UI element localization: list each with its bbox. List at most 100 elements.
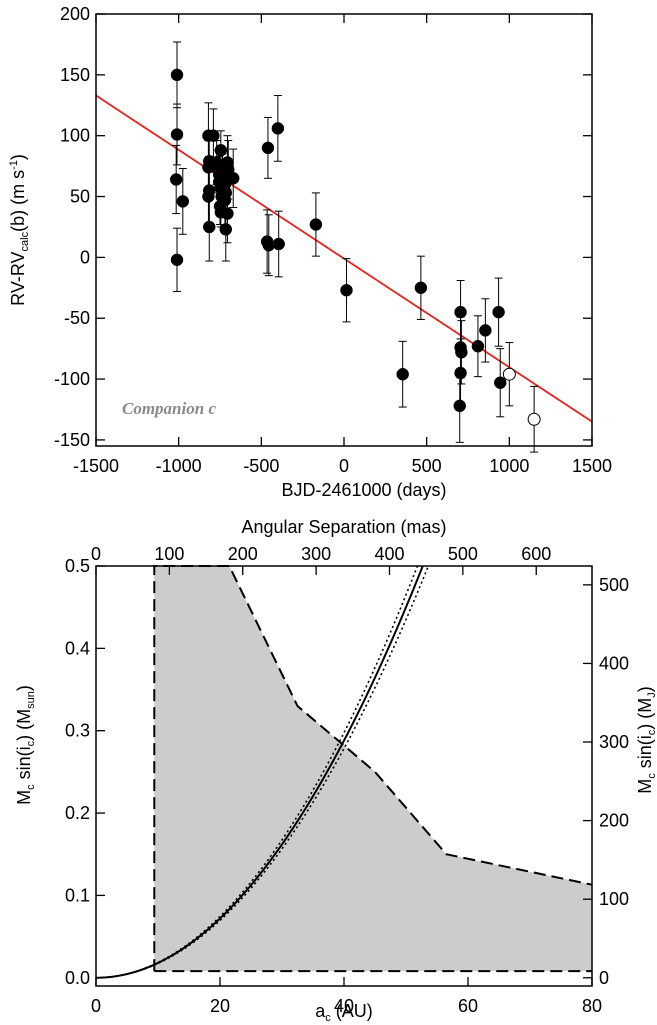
right-tick-label: 300	[599, 732, 629, 752]
data-point	[170, 253, 184, 267]
data-point	[455, 346, 468, 359]
data-point	[479, 324, 492, 337]
ylabel-tail: ) (M	[14, 709, 34, 741]
top-tick-label: 200	[228, 544, 258, 564]
ylabel-sub: calc	[19, 231, 31, 251]
chart-mass-separation: 0 20 40 60 800.00.10.20.30.40.50 100 200 300 400…	[14, 517, 657, 1024]
data-point	[203, 220, 216, 234]
right-tick-label: 0	[599, 968, 609, 988]
y-tick-label: -50	[64, 308, 90, 328]
x-tick-label: 500	[412, 456, 442, 476]
data-point	[202, 190, 215, 203]
y-tick-label: -100	[54, 369, 90, 389]
y-tick-label: 50	[70, 187, 90, 207]
x-tick-label: -1000	[156, 456, 202, 476]
data-point-open	[502, 367, 516, 381]
x-tick-label: 40	[334, 996, 354, 1016]
top-tick-label: 0	[91, 544, 101, 564]
ylabel-sub2: c	[25, 740, 37, 746]
y-tick-label: 100	[60, 126, 90, 146]
excluded-region-shading	[154, 566, 592, 972]
right-tick-label: 200	[599, 811, 629, 831]
chart2-ticks: 0 20 40 60 800.00.10.20.30.40.50 100 200 300 400…	[65, 544, 629, 1016]
chart1-y-axis-label: RV-RVcalc(b) (m s-1)	[8, 154, 31, 306]
data-point	[492, 305, 505, 319]
ylabel-main: M	[14, 790, 34, 805]
ylabel-sub3: sun	[25, 691, 37, 709]
y-tick-label: 0.4	[65, 638, 90, 658]
data-point	[453, 399, 466, 413]
right-tick-label: 100	[599, 889, 629, 909]
top-tick-label: 400	[374, 544, 404, 564]
x-tick-label: 80	[582, 996, 602, 1016]
right-tick-label: 500	[599, 575, 629, 595]
ylabel-tail: (b) (m s	[8, 170, 28, 232]
ylabel-right-mid: sin(i	[635, 735, 655, 773]
data-point	[226, 172, 240, 185]
ylabel-sup: -1	[8, 160, 20, 170]
data-point	[218, 193, 232, 207]
xlabel-main: a	[315, 1001, 326, 1021]
data-point	[454, 366, 467, 380]
x-tick-label: -1500	[73, 456, 119, 476]
chart1-axes-frame	[95, 13, 593, 447]
y-tick-label: -150	[54, 430, 90, 450]
ylabel-right-main: M	[635, 779, 655, 794]
data-point-open	[527, 412, 541, 426]
x-tick-label: 0	[339, 456, 349, 476]
data-point	[340, 283, 353, 297]
x-tick-label: 60	[458, 996, 478, 1016]
xlabel-sub: c	[325, 1012, 331, 1024]
ylabel-right-sub2: c	[646, 729, 657, 735]
data-point	[396, 367, 409, 381]
data-point	[309, 218, 323, 231]
data-point	[170, 128, 184, 141]
chart-rv-residuals: -1500 -1000 -500 0 500 1000 1500-150-100-50050…	[8, 4, 612, 500]
data-point	[207, 129, 220, 142]
y-tick-label: 0.3	[65, 721, 90, 741]
data-point	[176, 195, 190, 208]
x-tick-label: -500	[243, 456, 279, 476]
rv-data-layer	[95, 41, 593, 453]
ylabel-right-tail: ) (M	[635, 698, 655, 730]
chart2-top-axis-label: Angular Separation (mas)	[241, 517, 446, 537]
chart2-x-axis-label: ac (AU)	[315, 1001, 373, 1024]
ylabel-main: RV-RV	[8, 251, 28, 305]
y-tick-label: 150	[60, 65, 90, 85]
y-tick-label: 200	[60, 4, 90, 24]
data-point	[271, 122, 285, 135]
x-tick-label: 0	[91, 996, 101, 1016]
data-point	[221, 207, 234, 220]
data-point	[169, 173, 183, 186]
y-tick-label: 0	[80, 247, 90, 267]
data-point	[261, 141, 275, 155]
data-point	[414, 281, 428, 295]
y-tick-label: 0.0	[65, 968, 90, 988]
ylabel-mid: sin(i	[14, 746, 34, 784]
chart1-x-axis-label: BJD-2461000 (days)	[281, 480, 446, 500]
ylabel-right-sub: c	[646, 773, 657, 779]
data-point	[170, 68, 184, 82]
xlabel-tail: (AU)	[331, 1001, 373, 1021]
ylabel-close: )	[8, 154, 28, 160]
x-tick-label: 20	[210, 996, 230, 1016]
top-tick-label: 500	[448, 544, 478, 564]
chart2-right-axis-label: Mc sin(ic) (MJ)	[635, 686, 657, 794]
ylabel-sub: c	[25, 784, 37, 790]
data-point	[454, 305, 467, 319]
data-point	[493, 376, 507, 389]
top-tick-label: 600	[521, 544, 551, 564]
ylabel-right-sub3: J	[646, 692, 657, 698]
data-point	[219, 223, 233, 236]
ylabel-right-close: )	[635, 686, 655, 692]
companion-annotation: Companion c	[122, 399, 216, 418]
data-point	[214, 144, 228, 157]
x-tick-label: 1000	[489, 456, 529, 476]
chart2-y-axis-label: Mc sin(ic) (Msun)	[14, 685, 37, 805]
top-tick-label: 300	[301, 544, 331, 564]
data-point	[471, 339, 485, 353]
chart1-ticks: -1500 -1000 -500 0 500 1000 1500-150-100-50050…	[54, 4, 612, 476]
mass-curve	[95, 565, 424, 979]
right-tick-label: 400	[599, 653, 629, 673]
